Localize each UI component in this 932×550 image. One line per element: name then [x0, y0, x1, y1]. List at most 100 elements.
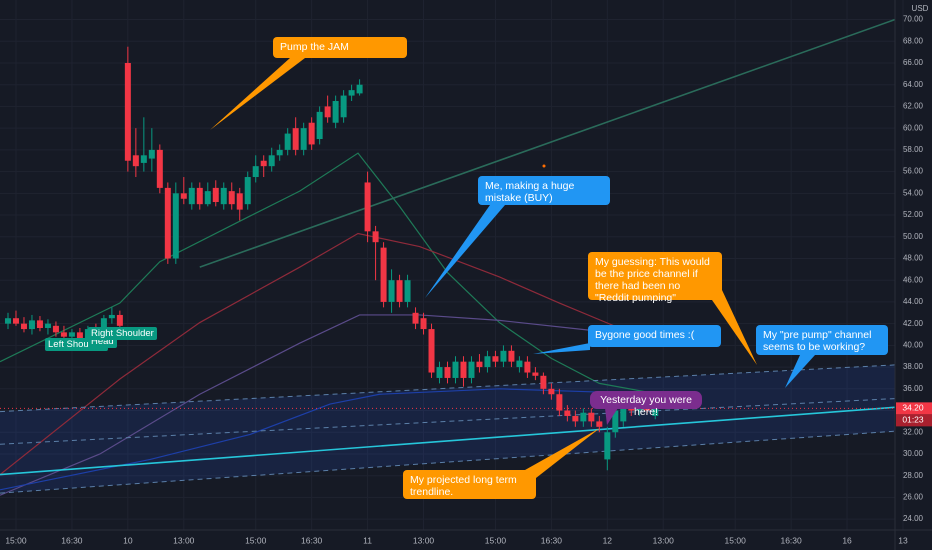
pattern-label: Right Shoulder	[88, 327, 157, 340]
candle-body	[132, 155, 139, 167]
candle-body	[492, 356, 499, 362]
marker-dot	[542, 164, 546, 168]
y-tick-label: 30.00	[903, 449, 924, 458]
candle-body	[148, 149, 155, 159]
y-tick-label: 68.00	[903, 36, 924, 45]
candle-body	[388, 280, 395, 302]
candle-body	[364, 182, 371, 232]
y-tick-label: 36.00	[903, 384, 924, 393]
candle-body	[468, 361, 475, 378]
candle-body	[604, 432, 611, 460]
pointer	[785, 355, 815, 388]
x-tick-label: 13	[898, 535, 908, 545]
moving-average	[0, 232, 620, 476]
candle-body	[308, 122, 315, 145]
candle-body	[252, 166, 259, 178]
candle-body	[108, 314, 115, 319]
axes: 24.0026.0028.0030.0032.0034.0036.0038.00…	[5, 15, 932, 545]
pointer	[605, 408, 618, 425]
candle-body	[612, 410, 619, 433]
moving-average	[0, 314, 600, 496]
candle-body	[444, 367, 451, 378]
y-tick-label: 56.00	[903, 167, 924, 176]
candle-body	[260, 160, 267, 167]
moving-average	[0, 388, 600, 491]
candle-body	[228, 191, 235, 205]
candle-body	[244, 177, 251, 205]
candle-body	[532, 372, 539, 376]
candle-body	[460, 361, 467, 378]
x-tick-label: 15:00	[5, 535, 27, 545]
candle-body	[116, 314, 123, 326]
currency-label: USD	[912, 4, 929, 13]
last-price-tag	[896, 402, 932, 415]
candle-body	[188, 187, 195, 205]
y-tick-label: 52.00	[903, 210, 924, 219]
moving-average	[0, 152, 680, 395]
x-tick-label: 16:30	[541, 535, 563, 545]
candle-body	[12, 318, 19, 324]
pointer	[525, 428, 600, 478]
candle-body	[652, 405, 659, 416]
candle-body	[180, 193, 187, 199]
y-tick-label: 54.00	[903, 188, 924, 197]
y-tick-label: 40.00	[903, 340, 924, 349]
x-tick-label: 13:00	[173, 535, 195, 545]
y-tick-label: 62.00	[903, 102, 924, 111]
x-tick-label: 11	[363, 535, 372, 545]
candle-body	[68, 332, 75, 337]
annotation: Yesterday you were here!	[590, 391, 702, 418]
pointer	[210, 58, 305, 130]
candle-body	[292, 128, 299, 150]
candle-body	[332, 101, 339, 123]
x-tick-label: 16:30	[301, 535, 323, 545]
candle-body	[316, 111, 323, 140]
pointer	[533, 343, 590, 354]
candle-body	[596, 421, 603, 427]
candle-body	[60, 332, 67, 337]
pointer	[425, 205, 505, 298]
countdown-tag	[896, 414, 932, 427]
candle-body	[588, 412, 595, 422]
candle-body	[484, 356, 491, 368]
y-tick-label: 60.00	[903, 123, 924, 132]
candle-body	[236, 193, 243, 210]
x-tick-label: 13:00	[413, 535, 435, 545]
candle-body	[324, 106, 331, 118]
candle-body	[500, 350, 507, 362]
x-tick-label: 15:00	[245, 535, 267, 545]
candle-body	[124, 62, 131, 161]
x-tick-label: 16:30	[780, 535, 802, 545]
candle-body	[196, 187, 203, 205]
candle-body	[348, 90, 355, 96]
candle-body	[340, 95, 347, 118]
candle-body	[164, 187, 171, 259]
candle-body	[404, 280, 411, 302]
y-tick-label: 70.00	[903, 15, 924, 24]
candle-body	[84, 329, 91, 339]
candle-body	[508, 350, 515, 362]
candle-body	[428, 329, 435, 373]
candle-body	[356, 84, 363, 94]
candle-body	[476, 361, 483, 368]
candle-body	[412, 312, 419, 324]
y-tick-label: 46.00	[903, 275, 924, 284]
candle-body	[172, 193, 179, 259]
annotation: Me, making a huge mistake (BUY)	[478, 176, 610, 205]
annotation: My projected long term trendline.	[403, 470, 536, 499]
candle-body	[204, 191, 211, 205]
candle-body	[44, 323, 51, 328]
candle-body	[140, 155, 147, 163]
candle-body	[380, 247, 387, 302]
annotation: My "pre pump" channel seems to be workin…	[756, 325, 888, 355]
candle-body	[548, 388, 555, 395]
x-tick-label: 16	[842, 535, 852, 545]
y-tick-label: 42.00	[903, 319, 924, 328]
candle-body	[420, 318, 427, 330]
candle-body	[396, 280, 403, 302]
candle-body	[620, 405, 627, 422]
x-tick-label: 15:00	[725, 535, 747, 545]
x-tick-label: 10	[123, 535, 133, 545]
